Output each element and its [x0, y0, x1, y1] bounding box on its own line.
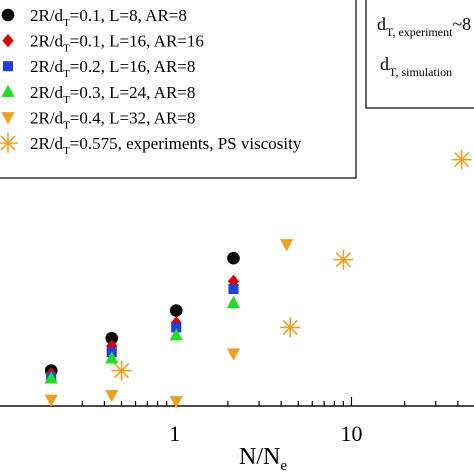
legend-label: 2R/dT=0.2, L=16, AR=8 — [30, 57, 195, 80]
data-point-series-3 — [171, 322, 182, 333]
data-point-series-4 — [169, 328, 183, 341]
legend-label: 2R/dT=0.575, experiments, PS viscosity — [30, 134, 302, 157]
data-point-series-1 — [105, 331, 119, 345]
data-point-series-2 — [106, 339, 118, 353]
data-point-series-5 — [226, 348, 241, 361]
data-point-series-4 — [44, 371, 58, 384]
legend-label: 2R/dT=0.3, L=24, AR=8 — [30, 83, 195, 106]
data-point-series-1 — [169, 304, 183, 317]
data-point-series-4 — [226, 295, 241, 309]
data-point-series-1 — [227, 251, 240, 265]
x-tick-label: 10 — [340, 421, 362, 446]
legend-label: 2R/dT=0.4, L=32, AR=8 — [30, 108, 195, 131]
data-point-series-5 — [105, 389, 119, 403]
legend-marker — [0, 133, 18, 153]
data-point-series-6 — [111, 360, 132, 381]
data-point-series-6 — [333, 249, 354, 270]
data-point-series-5 — [280, 239, 294, 252]
data-point-series-5 — [169, 396, 183, 409]
data-point-series-3 — [228, 283, 239, 295]
x-axis-label: N/Ne — [239, 444, 287, 474]
data-point-series-5 — [44, 394, 58, 407]
legend-label: 2R/dT=0.1, L=8, AR=8 — [30, 6, 187, 29]
legend-marker — [2, 33, 14, 48]
annotation-experiment: dT, experiment~8 — [377, 14, 471, 39]
legend-box — [0, 0, 357, 179]
annotation-box: dT, experiment~8 dT, simulation — [365, 0, 474, 109]
data-point-series-4 — [105, 351, 119, 364]
annotation-frame — [365, 0, 474, 109]
legend-marker — [1, 8, 15, 22]
legend-marker — [1, 112, 15, 125]
legend-label: 2R/dT=0.1, L=16, AR=16 — [30, 32, 204, 55]
annotation-simulation: dT, simulation — [380, 54, 452, 79]
x-tick-label: 1 — [169, 421, 180, 446]
legend: 2R/dT=0.1, L=8, AR=8 2R/dT=0.1, L=16, AR=… — [0, 0, 357, 179]
data-point-series-6 — [451, 149, 472, 170]
plot-border — [0, 405, 474, 407]
data-point-series-6 — [280, 317, 301, 338]
legend-marker — [1, 84, 15, 98]
legend-marker — [2, 61, 14, 72]
